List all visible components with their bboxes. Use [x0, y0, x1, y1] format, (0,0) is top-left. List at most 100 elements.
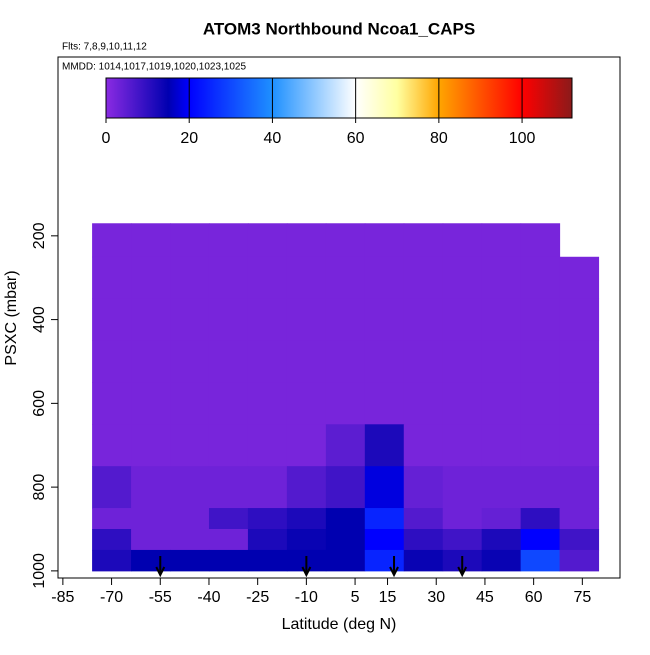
x-tick-label: 15 — [379, 589, 397, 606]
heatmap-cell — [559, 466, 600, 509]
heatmap-cell — [208, 424, 249, 467]
heatmap-cell — [403, 340, 444, 383]
heatmap-cell — [520, 256, 561, 300]
heatmap-cell — [403, 528, 444, 551]
heatmap-cell — [364, 382, 405, 425]
heatmap-cell — [208, 528, 249, 551]
heatmap-cell — [559, 528, 600, 551]
heatmap-cell — [442, 508, 483, 530]
heatmap-cell — [208, 340, 249, 383]
heatmap-cell — [481, 256, 522, 300]
colorbar-tick-label: 0 — [102, 130, 111, 147]
colorbar-tick-label: 100 — [509, 130, 536, 147]
heatmap-cell — [442, 528, 483, 551]
heatmap-cell — [208, 223, 249, 258]
heatmap-cell — [403, 508, 444, 530]
heatmap-cell — [286, 508, 327, 530]
y-tick-label: 800 — [31, 474, 48, 501]
heatmap-cell — [442, 256, 483, 300]
annotation: Flts: 7,8,9,10,11,12 — [62, 42, 147, 53]
plot-frame — [57, 56, 621, 579]
heatmap-cell — [481, 549, 522, 572]
heatmap-cell — [403, 298, 444, 342]
heatmap-cell — [131, 298, 171, 342]
heatmap-cell — [481, 298, 522, 342]
heatmap-cell — [286, 340, 327, 383]
arrow — [301, 556, 312, 578]
heatmap-cell — [559, 382, 600, 425]
heatmap-cell — [247, 549, 288, 572]
heatmap-cell — [481, 424, 522, 467]
heatmap-cell — [286, 223, 327, 258]
heatmap-cell — [131, 466, 171, 509]
heatmap-cell — [481, 223, 522, 258]
arrow — [389, 556, 399, 578]
heatmap-cell — [559, 256, 600, 300]
heatmap-cell — [364, 424, 405, 467]
heatmap-cell — [442, 340, 483, 383]
heatmap-cell — [442, 298, 483, 342]
heatmap-cell — [520, 223, 561, 258]
heatmap-cell — [364, 508, 405, 530]
heatmap-cell — [481, 340, 522, 383]
heatmap-cell — [208, 549, 249, 572]
y-tick-label: 200 — [31, 222, 48, 249]
heatmap-cell — [442, 466, 483, 509]
heatmap-cell — [131, 340, 171, 383]
heatmap-cell — [92, 466, 132, 509]
heatmap-cell — [364, 223, 405, 258]
heatmap-cell — [442, 424, 483, 467]
heatmap-cell — [442, 382, 483, 425]
heatmap-cell — [286, 466, 327, 509]
heatmap-cell — [170, 382, 210, 425]
colorbar — [105, 77, 573, 119]
heatmap-cell — [92, 424, 132, 467]
x-tick-label: -70 — [100, 589, 123, 606]
heatmap-cell — [247, 223, 288, 258]
heatmap-cell — [170, 528, 210, 551]
x-tick-label: -55 — [149, 589, 172, 606]
arrow — [457, 556, 468, 578]
colorbar-tick-label: 40 — [264, 130, 282, 147]
heatmap-cell — [520, 340, 561, 383]
x-tick-label: -25 — [246, 589, 269, 606]
heatmap-cell — [559, 549, 600, 572]
heatmap-cell — [286, 256, 327, 300]
heatmap-cell — [92, 256, 132, 300]
heatmap-cell — [559, 424, 600, 467]
heatmap-cell — [481, 382, 522, 425]
heatmap-cell — [170, 466, 210, 509]
heatmap-cell — [247, 424, 288, 467]
heatmap-cell — [481, 528, 522, 551]
heatmap-cell — [286, 382, 327, 425]
heatmap-cell — [403, 424, 444, 467]
heatmap-cell — [208, 466, 249, 509]
heatmap-cell — [481, 466, 522, 509]
heatmap-cell — [170, 508, 210, 530]
heatmap-cell — [364, 340, 405, 383]
heatmap-cell — [247, 340, 288, 383]
heatmap-cell — [92, 298, 132, 342]
heatmap-cell — [364, 298, 405, 342]
heatmap-cell — [325, 340, 366, 383]
heatmap-cell — [520, 528, 561, 551]
heatmap-cell — [442, 223, 483, 258]
heatmap-cell — [325, 424, 366, 467]
y-axis-label: PSXC (mbar) — [3, 270, 20, 365]
heatmap-cell — [559, 508, 600, 530]
heatmap-cell — [92, 549, 132, 572]
heatmap-cell — [325, 382, 366, 425]
heatmap-cell — [247, 508, 288, 530]
y-tick-label: 1000 — [31, 553, 48, 589]
heatmap-cell — [208, 256, 249, 300]
heatmap-cell — [170, 256, 210, 300]
heatmap-cell — [325, 223, 366, 258]
heatmap-cell — [520, 549, 561, 572]
heatmap-cell — [92, 382, 132, 425]
heatmap-cell — [286, 424, 327, 467]
heatmap-cell — [170, 549, 210, 572]
heatmap-cell — [208, 508, 249, 530]
heatmap-cell — [170, 424, 210, 467]
heatmap-cell — [325, 466, 366, 509]
heatmap-cell — [247, 528, 288, 551]
